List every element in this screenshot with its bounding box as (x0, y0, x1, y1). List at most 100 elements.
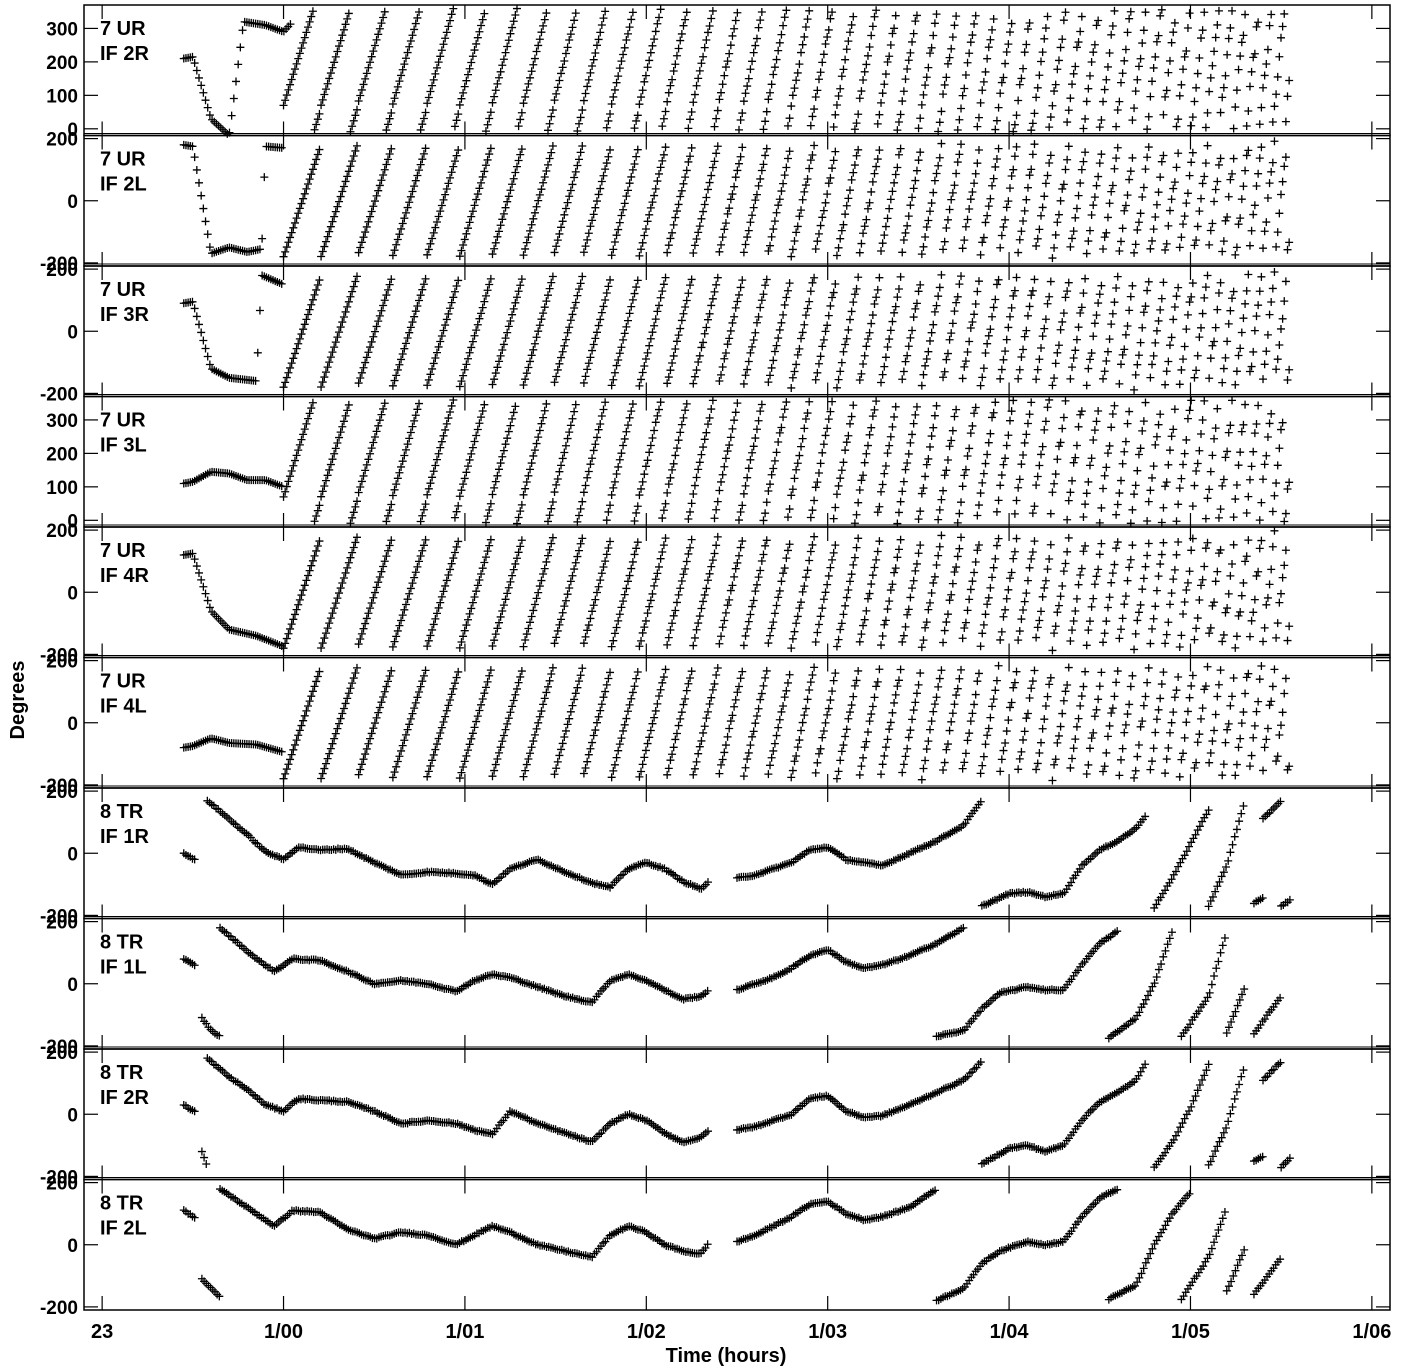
data-point (721, 348, 730, 357)
data-point (534, 327, 543, 336)
data-point (710, 549, 719, 558)
data-point (1072, 43, 1081, 52)
data-point (793, 612, 802, 621)
data-point (1133, 466, 1142, 475)
data-point (328, 217, 337, 226)
data-point (565, 35, 574, 44)
data-point (379, 404, 388, 413)
data-point (865, 430, 874, 439)
data-point (1141, 165, 1150, 174)
data-point (1205, 758, 1214, 767)
data-point (1270, 665, 1279, 674)
data-point (885, 441, 894, 450)
data-point (637, 484, 646, 493)
data-point (839, 347, 848, 356)
data-point (996, 635, 1005, 644)
data-point (601, 557, 610, 566)
data-point (1172, 292, 1181, 301)
data-point (1077, 692, 1086, 701)
data-point (859, 753, 868, 762)
data-point (764, 639, 773, 648)
data-point (384, 285, 393, 294)
data-point (726, 717, 735, 726)
data-point (1133, 225, 1142, 234)
data-point (1085, 71, 1094, 80)
data-point (849, 298, 858, 307)
data-point (1169, 28, 1178, 37)
data-point (512, 519, 521, 528)
data-point (814, 359, 823, 368)
data-point (808, 506, 817, 515)
data-point (766, 761, 775, 770)
data-point (1001, 215, 1010, 224)
data-point (919, 242, 928, 251)
data-point (663, 488, 672, 497)
data-point (401, 339, 410, 348)
data-point (1218, 637, 1227, 646)
data-point (447, 168, 456, 177)
data-point (846, 419, 855, 428)
data-point (294, 209, 303, 218)
data-point (1281, 674, 1290, 683)
data-point (759, 125, 768, 134)
data-point (934, 127, 943, 136)
data-point (1193, 738, 1202, 747)
data-point (1138, 717, 1147, 726)
data-point (1280, 561, 1289, 570)
data-point (1009, 291, 1018, 300)
data-point (1097, 281, 1106, 290)
data-point (1136, 209, 1145, 218)
data-point (1152, 900, 1161, 909)
data-point (529, 345, 538, 354)
data-point (352, 497, 361, 506)
data-point (295, 595, 304, 604)
data-point (997, 755, 1006, 764)
data-point (596, 419, 605, 428)
data-point (377, 567, 386, 576)
data-point (1218, 771, 1227, 780)
data-point (983, 731, 992, 740)
data-point (576, 279, 585, 288)
data-point (589, 210, 598, 219)
data-point (790, 474, 799, 483)
data-point (1224, 34, 1233, 43)
data-point (650, 713, 659, 722)
y-tick-label: -200 (40, 906, 78, 927)
data-point (653, 307, 662, 316)
data-point (736, 507, 745, 516)
data-point (916, 148, 925, 157)
data-point (514, 287, 523, 296)
data-point (1149, 351, 1158, 360)
data-point (589, 731, 598, 740)
data-point (1270, 268, 1279, 277)
data-point (1232, 481, 1241, 490)
data-point (292, 344, 301, 353)
data-point (527, 351, 536, 360)
data-point (304, 414, 313, 423)
data-point (359, 80, 368, 89)
data-point (568, 180, 577, 189)
data-point (426, 479, 435, 488)
data-point (317, 252, 326, 261)
data-point (713, 273, 722, 282)
data-point (588, 216, 597, 225)
data-point (599, 693, 608, 702)
data-point (1131, 766, 1140, 775)
data-point (991, 125, 1000, 134)
data-point (682, 8, 691, 17)
data-point (539, 21, 548, 30)
data-point (914, 515, 923, 524)
data-point (405, 328, 414, 337)
data-point (847, 175, 856, 184)
data-point (205, 111, 214, 120)
data-point (392, 480, 401, 489)
data-point (1133, 752, 1142, 761)
data-point (939, 373, 948, 382)
data-point (331, 729, 340, 738)
data-point (1195, 596, 1204, 605)
data-point (480, 558, 489, 567)
data-point (478, 303, 487, 312)
data-point (785, 670, 794, 679)
data-point (581, 481, 590, 490)
data-point (757, 166, 766, 175)
